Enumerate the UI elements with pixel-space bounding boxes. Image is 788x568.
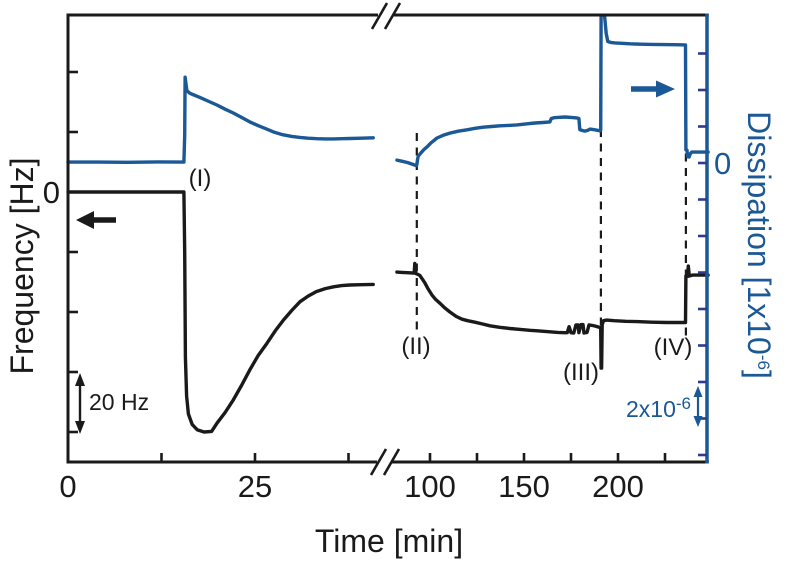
dynamic-labels: (I) (II) (III) (IV) bbox=[189, 165, 693, 386]
event-label: (I) bbox=[189, 165, 212, 192]
x-axis-tick-label: 150 bbox=[498, 469, 550, 504]
x-axis-tick-label: 0 bbox=[59, 469, 76, 504]
x-axis-tick-label: 200 bbox=[592, 469, 644, 504]
right-axis-title-base: Dissipation [1x10 bbox=[741, 111, 777, 355]
data-curves bbox=[66, 13, 710, 434]
axes bbox=[66, 13, 709, 464]
axis-break-bottom-icon bbox=[369, 448, 401, 476]
dissipation-scale-base: 2x10 bbox=[626, 396, 676, 422]
dissipation-scale-bar: 2x10-6 bbox=[626, 386, 703, 427]
event-label: (IV) bbox=[654, 334, 693, 361]
frequency-curve bbox=[395, 261, 710, 370]
axis-break-top-icon bbox=[370, 2, 402, 30]
dissipation-scale-label: 2x10-6 bbox=[626, 394, 691, 422]
event-dashed-lines bbox=[415, 110, 688, 357]
dissipation-scale-exponent: -6 bbox=[676, 394, 691, 413]
right-axis-title-bracket: ] bbox=[741, 370, 777, 379]
right-axis-zero-label: 0 bbox=[714, 146, 731, 181]
dissipation-curve bbox=[66, 75, 375, 164]
dissipation-curve bbox=[395, 13, 710, 168]
frequency-arrow-left-icon bbox=[76, 211, 116, 229]
event-label: (II) bbox=[401, 333, 430, 360]
frequency-scale-label: 20 Hz bbox=[89, 389, 149, 415]
left-axis-zero-label: 0 bbox=[43, 175, 60, 210]
right-axis-title: Dissipation [1x10-6] bbox=[741, 111, 777, 379]
x-axis-tick-label: 25 bbox=[238, 469, 272, 504]
right-axis-title-exponent: -6 bbox=[754, 355, 773, 370]
x-axis-tick-label: 100 bbox=[404, 469, 456, 504]
frequency-curve bbox=[66, 190, 375, 434]
left-axis-title: Frequency [Hz] bbox=[4, 158, 40, 375]
event-label: (III) bbox=[563, 359, 599, 386]
axis-ticks: 0 25 100 150 200 0 0 bbox=[43, 52, 731, 504]
frequency-scale-bar: 20 Hz bbox=[75, 373, 149, 434]
dissipation-arrow-right-icon bbox=[631, 80, 675, 98]
x-axis-title: Time [min] bbox=[315, 523, 463, 559]
